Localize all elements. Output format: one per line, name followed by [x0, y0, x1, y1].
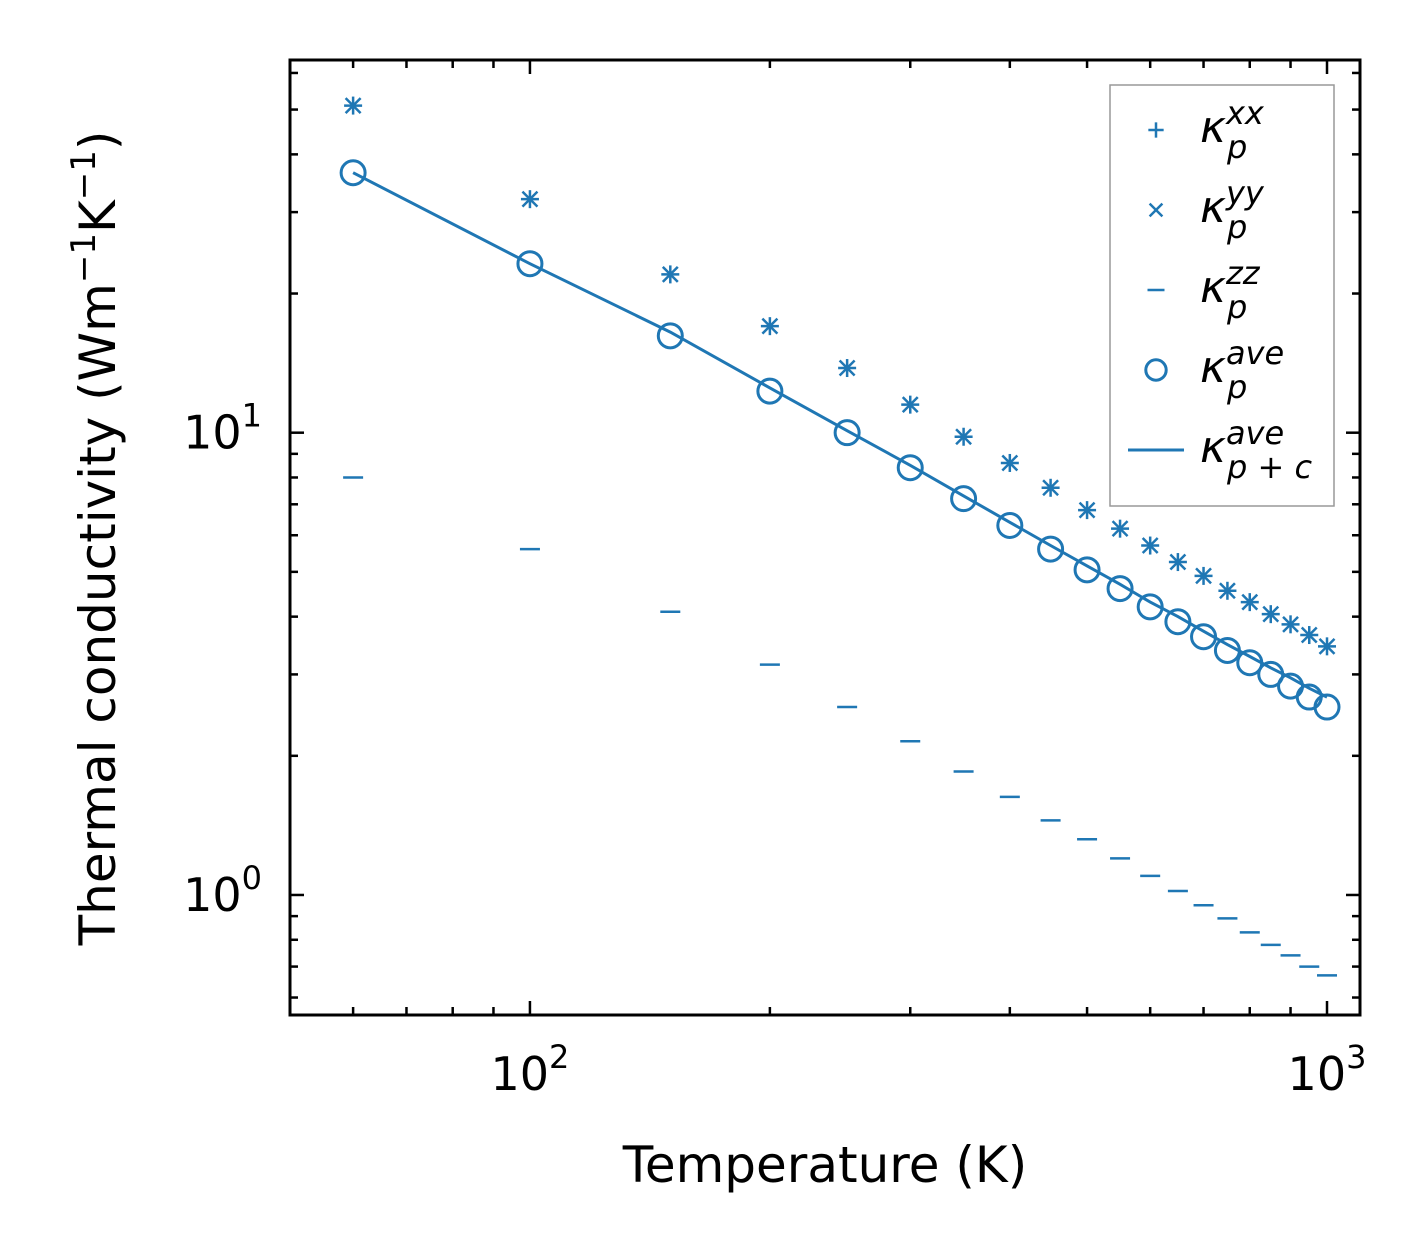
data-point-circle: [950, 485, 978, 513]
legend: κxx p κyy p κzz p κave p κave p + c: [1109, 84, 1335, 507]
data-point-cross: [1111, 520, 1129, 538]
data-point-cross: [761, 317, 779, 335]
x-tick-label: 103: [1288, 1038, 1367, 1101]
data-point-cross: [521, 190, 539, 208]
data-point-circle: [896, 454, 924, 482]
tick-labels: 102 103 100 101: [183, 397, 1366, 1101]
legend-entry: κyy p: [1148, 174, 1265, 246]
x-tick-label: 102: [490, 1038, 569, 1101]
data-point-cross: [1282, 615, 1299, 633]
data-point-cross: [1219, 582, 1236, 600]
series-kappa_p+c_ave: [352, 171, 1328, 699]
data-point-cross: [1300, 626, 1318, 644]
legend-label: κzz p: [1200, 254, 1261, 326]
legend-entry: κave p + c: [1128, 414, 1312, 486]
data-point-cross: [1241, 593, 1259, 611]
series-kappa_p_ave: [339, 159, 1341, 721]
legend-label: κyy p: [1200, 174, 1265, 246]
legend-entry: κxx p: [1148, 94, 1265, 166]
data-point-cross: [661, 266, 679, 283]
data-point-circle: [1073, 556, 1101, 584]
data-point-circle: [833, 419, 861, 447]
data-point-cross: [1001, 454, 1019, 472]
series-kappa_p_zz: [343, 476, 1338, 977]
data-point-cross: [1169, 553, 1187, 571]
data-point-cross: [1195, 567, 1212, 585]
data-point-cross: [901, 396, 919, 414]
legend-frame: [1109, 84, 1335, 507]
data-point-cross: [1262, 605, 1280, 623]
data-point-cross: [1042, 479, 1059, 497]
y-tick-label: 100: [183, 859, 262, 922]
data-point-cross: [1318, 637, 1336, 655]
legend-label: κave p: [1200, 334, 1284, 406]
plot-frame: [288, 58, 1362, 1017]
data-point-plus: [1148, 122, 1164, 138]
data-point-circle: [996, 511, 1024, 539]
legend-label: κave p + c: [1200, 414, 1312, 486]
data-point-cross: [1148, 202, 1164, 218]
data-point-cross: [838, 359, 856, 377]
y-axis-label: Thermal conductivity (Wm−1K−1): [64, 131, 127, 947]
data-point-circle: [1144, 358, 1168, 382]
data-point-circle: [516, 250, 544, 278]
x-axis-label: Temperature (K): [622, 1136, 1027, 1194]
data-point-cross: [1141, 537, 1159, 554]
legend-entry: κave p: [1144, 334, 1284, 406]
data-point-circle: [756, 377, 784, 405]
data-point-circle: [1037, 535, 1065, 563]
data-series: [339, 96, 1341, 977]
data-point-cross: [955, 428, 972, 446]
legend-entry: κzz p: [1147, 254, 1261, 326]
data-point-circle: [1106, 575, 1134, 603]
data-point-circle: [1313, 693, 1341, 721]
series-kappa_p_yy: [344, 97, 1336, 655]
series-line: [352, 171, 1328, 699]
y-tick-label: 101: [183, 397, 262, 460]
legend-label: κxx p: [1200, 94, 1265, 166]
data-point-cross: [344, 97, 362, 114]
data-point-circle: [656, 322, 684, 350]
data-point-cross: [1078, 501, 1096, 519]
data-point-circle: [339, 159, 367, 187]
